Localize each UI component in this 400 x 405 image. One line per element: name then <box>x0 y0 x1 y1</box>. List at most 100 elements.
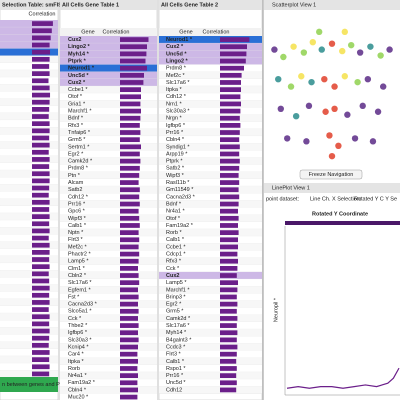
table-row[interactable] <box>159 336 262 344</box>
table-row[interactable] <box>159 121 262 129</box>
table-row[interactable] <box>159 50 262 58</box>
table-row[interactable] <box>0 334 58 342</box>
table-row[interactable] <box>0 227 58 235</box>
table-row[interactable] <box>60 264 157 272</box>
table-row[interactable] <box>159 322 262 330</box>
table-row[interactable] <box>60 314 157 322</box>
table-row[interactable] <box>60 393 157 401</box>
table-row[interactable] <box>159 307 262 315</box>
table-row[interactable] <box>159 329 262 337</box>
column-label[interactable]: Gene <box>179 29 192 35</box>
table-row[interactable] <box>0 220 58 228</box>
table-row[interactable] <box>0 277 58 285</box>
table-row[interactable] <box>159 357 262 365</box>
table-row[interactable] <box>60 250 157 258</box>
table-row[interactable] <box>159 386 262 394</box>
table-row[interactable] <box>60 343 157 351</box>
table-row[interactable] <box>0 263 58 271</box>
table-row[interactable] <box>0 48 58 56</box>
table-row[interactable] <box>0 248 58 256</box>
table-row[interactable] <box>0 127 58 135</box>
table-row[interactable] <box>159 128 262 137</box>
table-row[interactable] <box>60 243 157 251</box>
table-row[interactable] <box>159 164 262 172</box>
table-row[interactable] <box>60 186 157 194</box>
table-row[interactable] <box>0 370 58 378</box>
table-row[interactable] <box>0 134 58 142</box>
table-row[interactable] <box>60 207 157 215</box>
table-row[interactable] <box>159 186 262 194</box>
table-row[interactable] <box>159 193 262 201</box>
table-row[interactable] <box>60 379 157 387</box>
table-row[interactable] <box>0 34 58 42</box>
table-row[interactable] <box>0 163 58 171</box>
table-row[interactable] <box>60 171 157 179</box>
table-row[interactable] <box>60 43 157 51</box>
table-row[interactable] <box>60 386 157 394</box>
table-row[interactable] <box>0 155 58 163</box>
table-row[interactable] <box>60 364 157 373</box>
table-row[interactable] <box>60 86 157 94</box>
table-row[interactable] <box>0 120 58 128</box>
table-row[interactable] <box>60 286 157 294</box>
table-row[interactable] <box>60 179 157 187</box>
freeze-button[interactable] <box>299 169 363 180</box>
table-row[interactable] <box>0 341 58 349</box>
table-row[interactable] <box>159 372 262 380</box>
table-row[interactable] <box>159 179 262 187</box>
table-row[interactable] <box>0 55 58 63</box>
column-label[interactable]: Correlation <box>103 29 130 35</box>
table-row[interactable] <box>0 291 58 299</box>
table-row[interactable] <box>60 221 157 230</box>
table-row[interactable] <box>60 36 157 44</box>
table-row[interactable] <box>0 62 58 71</box>
table-row[interactable] <box>0 84 58 92</box>
table-row[interactable] <box>60 57 157 65</box>
table-row[interactable] <box>60 336 157 344</box>
table-row[interactable] <box>0 27 58 35</box>
table-row[interactable] <box>0 77 58 85</box>
control-label[interactable]: Line Ch. X Selection: <box>310 196 362 202</box>
table-row[interactable] <box>60 136 157 144</box>
column-label[interactable]: Correlation <box>203 29 230 35</box>
table-row[interactable] <box>0 306 58 314</box>
table-row[interactable] <box>60 307 157 315</box>
table-row[interactable] <box>60 329 157 337</box>
table-row[interactable] <box>60 128 157 137</box>
table-row[interactable] <box>159 207 262 215</box>
table-row[interactable] <box>0 313 58 321</box>
table-row[interactable] <box>159 100 262 108</box>
table-row[interactable] <box>60 293 157 301</box>
table-row[interactable] <box>0 363 58 371</box>
table-row[interactable] <box>60 372 157 380</box>
table-row[interactable] <box>159 236 262 244</box>
table-row[interactable] <box>60 300 157 308</box>
table-row[interactable] <box>60 200 157 208</box>
table-row[interactable] <box>60 64 157 72</box>
table-row[interactable] <box>60 271 157 280</box>
table-row[interactable] <box>0 112 58 121</box>
table-row[interactable] <box>159 71 262 79</box>
table-row[interactable] <box>60 279 157 287</box>
table-row[interactable] <box>0 327 58 335</box>
table-row[interactable] <box>60 236 157 244</box>
table-row[interactable] <box>159 157 262 165</box>
table-row[interactable] <box>60 107 157 115</box>
table-row[interactable] <box>0 170 58 178</box>
table-row[interactable] <box>159 229 262 237</box>
table-row[interactable] <box>60 100 157 108</box>
table-row[interactable] <box>159 107 262 115</box>
table-row[interactable] <box>0 20 58 28</box>
table-row[interactable] <box>60 114 157 122</box>
table-row[interactable] <box>0 70 58 78</box>
table-row[interactable] <box>0 91 58 99</box>
table-row[interactable] <box>60 121 157 129</box>
table-row[interactable] <box>159 221 262 230</box>
table-row[interactable] <box>0 177 58 185</box>
control-label[interactable]: Rotated Y C Y Se <box>354 196 397 202</box>
table-row[interactable] <box>60 350 157 358</box>
table-row[interactable] <box>159 200 262 208</box>
table-row[interactable] <box>60 214 157 222</box>
table-row[interactable] <box>60 71 157 79</box>
column-label[interactable]: Correlation <box>29 11 56 17</box>
